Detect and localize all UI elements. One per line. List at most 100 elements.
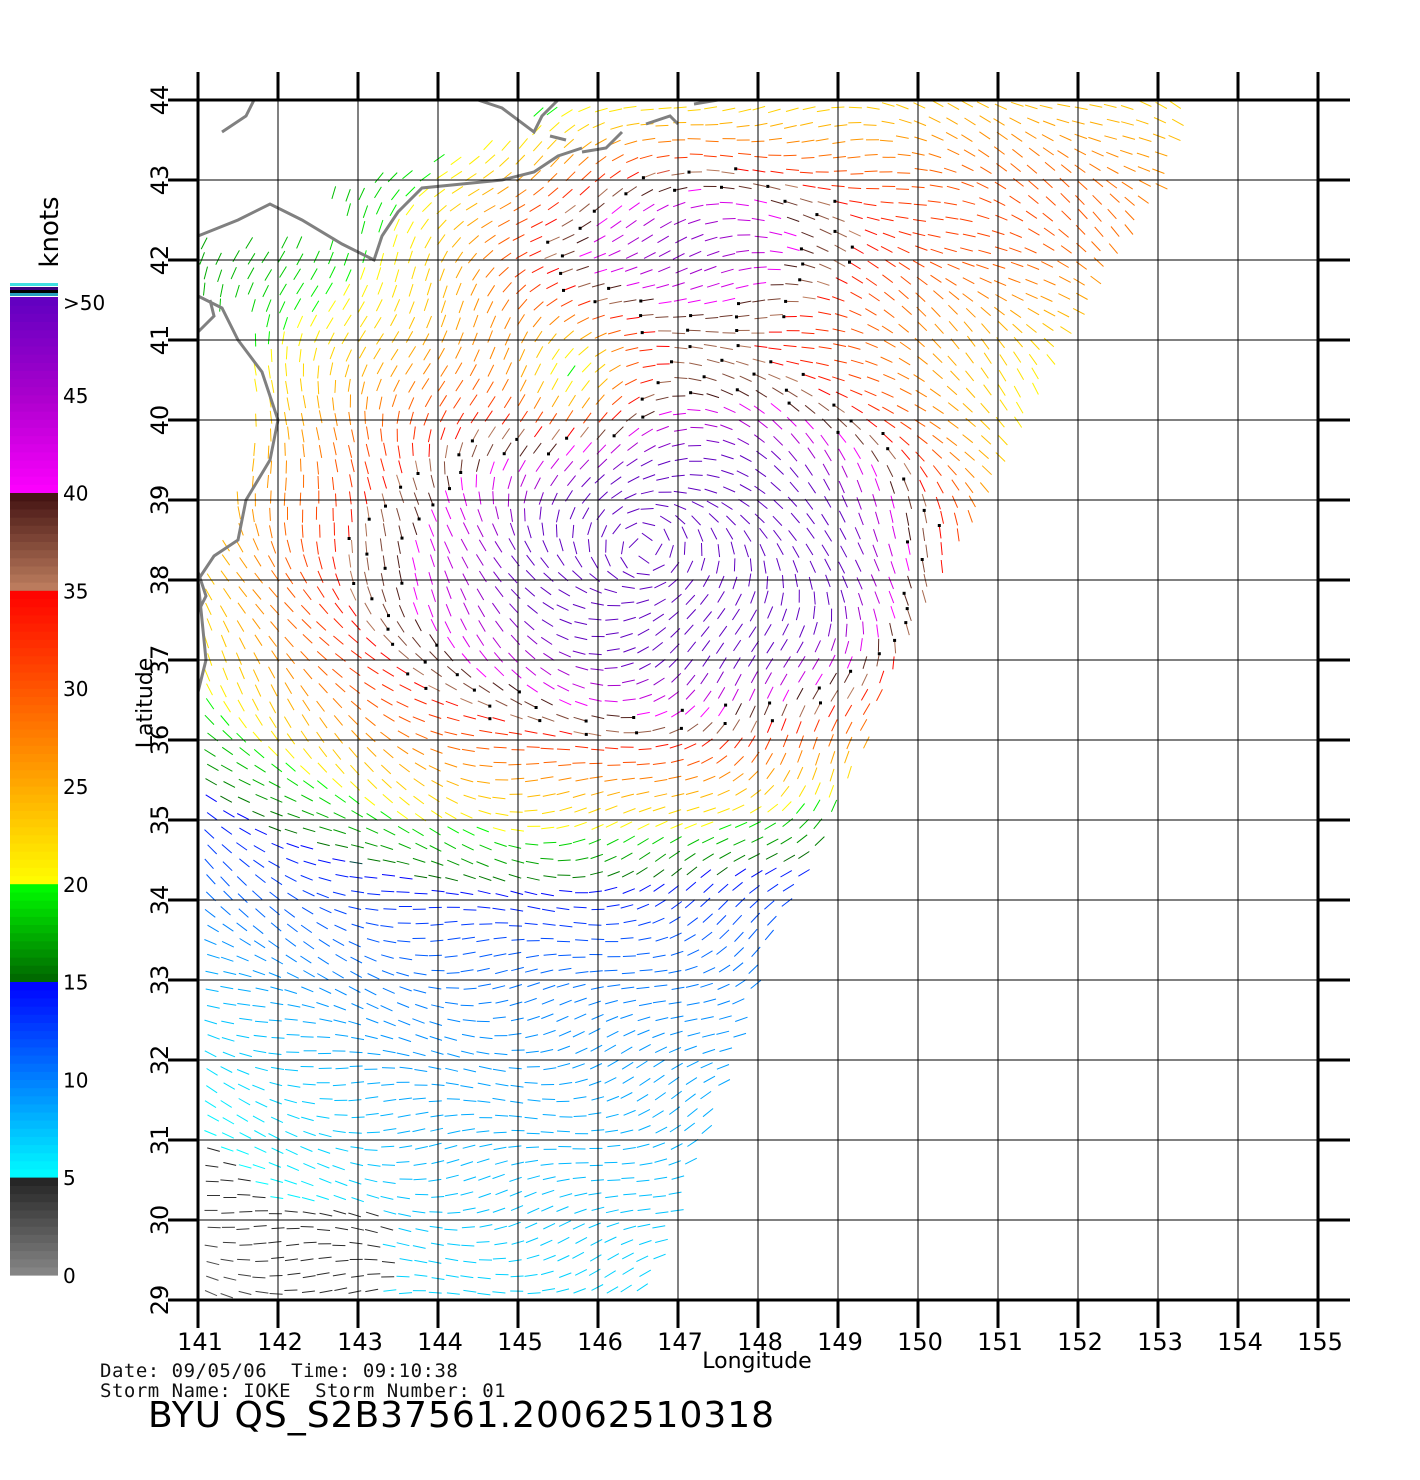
wind-vector [828,785,835,798]
wind-vector [367,1082,381,1085]
wind-vector [559,1193,573,1198]
wind-vector [348,714,358,725]
wind-vector [286,397,290,411]
wind-vector [437,380,446,393]
wind-vector [767,915,777,926]
wind-vector [206,874,216,885]
wind-vector [639,1269,652,1278]
wind-vector [351,620,361,631]
storm-name-value: IOKE [243,1380,292,1402]
wind-vector [622,1267,634,1275]
wind-vector [396,1275,410,1278]
wind-vector [580,331,592,340]
wind-vector [604,886,618,892]
wind-vector [588,653,602,656]
wind-vector [718,625,728,637]
wind-vector [1092,211,1102,222]
wind-vector [750,671,758,684]
wind-vector [858,592,864,606]
wind-vector [366,557,370,571]
wind-vector [220,876,230,887]
wind-vector [638,612,652,619]
wind-vector [557,859,571,862]
coastline-segment [581,130,624,154]
wind-vector [572,1030,585,1038]
wind-vector [754,235,768,239]
wind-vector [460,1161,474,1167]
colorbar-segment [10,468,58,477]
wind-vector [1120,105,1134,110]
wind-vector [326,317,334,330]
wind-vector [348,747,358,758]
wind-vector [205,602,212,616]
colorbar-segment [10,598,58,608]
wind-vector [223,810,235,818]
wind-vector [754,156,768,158]
wind-vector [946,117,958,125]
wind-vector [428,572,433,585]
rain-flag-dot [417,517,421,521]
wind-vector [499,202,512,210]
wind-vector [405,363,413,375]
wind-vector [929,388,941,397]
wind-vector [430,730,443,736]
wind-vector [358,346,367,359]
wind-vector [626,122,640,126]
wind-vector [604,1044,617,1052]
wind-vector [915,451,925,462]
wind-vector [526,1132,540,1135]
wind-vector [510,714,523,720]
wind-vector [752,299,766,303]
wind-vector [507,476,513,489]
wind-vector [948,291,960,301]
wind-vector [524,1191,537,1198]
wind-vector [492,491,494,505]
wind-vector [702,853,714,862]
wind-vector [1074,164,1086,173]
wind-vector [638,1043,651,1051]
wind-vector [813,799,821,812]
wind-vector [364,410,366,424]
wind-vector [204,909,216,918]
wind-vector [317,475,320,490]
wind-vector [408,283,414,297]
wind-vector [756,500,768,509]
colorbar-segment [10,639,58,649]
wind-vector [526,876,540,881]
wind-vector [605,618,619,621]
wind-vector [252,1115,265,1123]
wind-vector [541,522,545,536]
wind-vector [366,1194,380,1199]
wind-vector [886,464,894,478]
wind-vector [818,124,832,128]
wind-vector [641,234,654,243]
lon-tick-label: 154 [1217,1328,1263,1356]
wind-vector [703,883,714,893]
wind-vector [780,639,788,651]
wind-vector [204,829,215,839]
wind-vector [623,835,636,843]
wind-vector [996,131,1008,141]
wind-vector [1013,336,1023,348]
wind-vector [253,362,257,376]
wind-vector [220,1100,232,1108]
wind-vector [543,875,557,878]
wind-vector [781,703,788,717]
wind-vector [572,838,586,844]
wind-vector [492,876,506,882]
wind-vector [238,972,252,978]
colorbar-segment [10,1006,58,1015]
wind-vector [916,276,928,286]
wind-vector [719,824,732,830]
wind-vector [268,781,281,789]
wind-vector [672,201,686,208]
wind-vector [690,426,704,429]
wind-vector [365,396,369,410]
wind-vector [833,170,847,172]
rain-flag-dot [488,717,492,721]
lat-tick-label: 37 [146,645,174,676]
wind-vector [319,987,332,994]
wind-vector [848,187,862,189]
wind-vector [932,405,944,415]
wind-vector [852,246,864,254]
